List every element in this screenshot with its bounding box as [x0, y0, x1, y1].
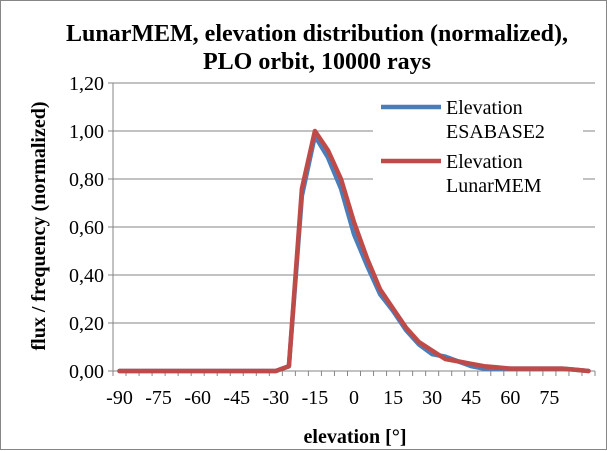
legend-label: LunarMEM: [446, 175, 542, 197]
series-line-lunarmem: [117, 128, 591, 374]
y-axis-label: flux / frequency (normalized): [28, 101, 50, 350]
x-tick-label: -30: [263, 387, 290, 409]
x-tick-label: -75: [145, 387, 172, 409]
x-tick-label: 60: [500, 387, 520, 409]
x-tick-label: -45: [223, 387, 250, 409]
y-tick-label: 0,20: [69, 313, 104, 335]
x-tick-label: 0: [349, 387, 359, 409]
legend-label: ESABASE2: [446, 121, 545, 143]
chart-title-line-1: LunarMEM, elevation distribution (normal…: [66, 21, 568, 47]
y-tick-labels: 0,00 0,20 0,40 0,60 0,80 1,00 1,20: [69, 73, 104, 383]
x-tick-label: -90: [106, 387, 133, 409]
legend-box: [373, 91, 583, 211]
y-tick-label: 0,80: [69, 169, 104, 191]
y-tick-label: 1,00: [69, 121, 104, 143]
x-tick-label: 45: [461, 387, 481, 409]
x-tick-label: -15: [302, 387, 329, 409]
chart-title-line-2: PLO orbit, 10000 rays: [203, 49, 431, 75]
axes: [108, 82, 596, 376]
x-tick-label: 30: [422, 387, 442, 409]
x-tick-labels: -90 -75 -60 -45 -30 -15 0 15 30 45 60 75: [106, 387, 559, 409]
x-axis-label: elevation [°]: [304, 426, 407, 448]
y-tick-label: 0,00: [69, 361, 104, 383]
x-tick-label: -60: [184, 387, 211, 409]
y-tick-label: 0,60: [69, 217, 104, 239]
series-lines: [117, 128, 591, 374]
y-tick-label: 0,40: [69, 265, 104, 287]
x-tick-label: 15: [383, 387, 403, 409]
legend-label: Elevation: [446, 151, 523, 173]
legend-label: Elevation: [446, 97, 523, 119]
x-tick-label: 75: [539, 387, 559, 409]
y-tick-label: 1,20: [69, 73, 104, 95]
